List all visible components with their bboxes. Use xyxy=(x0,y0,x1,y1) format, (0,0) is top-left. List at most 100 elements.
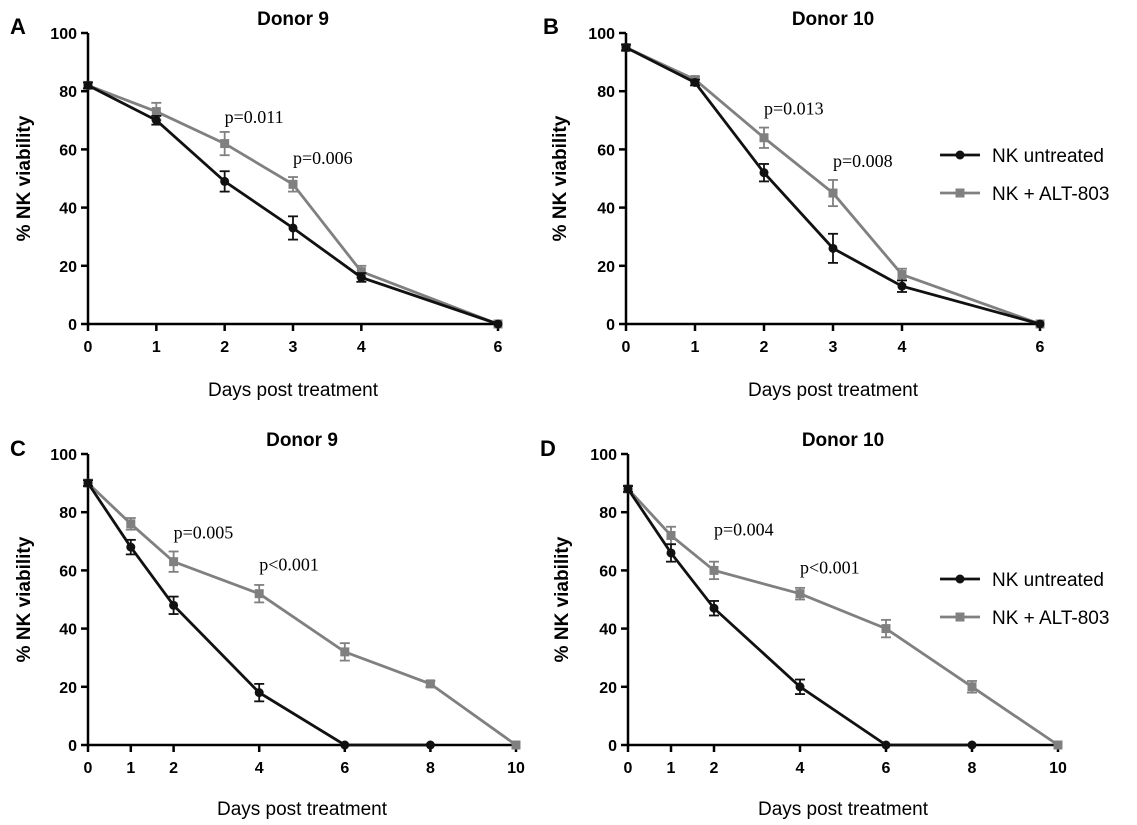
data-point xyxy=(220,139,230,149)
data-point xyxy=(511,740,521,750)
panel-letter: C xyxy=(10,436,26,461)
y-tick-label: 20 xyxy=(597,259,615,276)
data-point xyxy=(1053,740,1063,750)
data-point xyxy=(83,478,93,488)
legend-label: NK + ALT-803 xyxy=(992,608,1109,629)
legend-marker xyxy=(955,188,965,198)
data-point xyxy=(169,600,179,610)
y-tick-label: 80 xyxy=(597,84,615,101)
data-point xyxy=(288,179,298,189)
p-value-annotation: p<0.001 xyxy=(259,554,319,574)
y-tick-label: 100 xyxy=(590,447,617,464)
data-point xyxy=(493,319,503,329)
x-tick-label: 6 xyxy=(340,760,349,777)
data-point xyxy=(340,647,350,657)
data-point xyxy=(356,272,366,282)
y-tick-label: 20 xyxy=(599,680,617,697)
y-tick-label: 0 xyxy=(608,738,617,755)
x-tick-label: 1 xyxy=(667,760,676,777)
x-axis-label: Days post treatment xyxy=(748,380,919,401)
p-value-annotation: p=0.008 xyxy=(833,151,893,171)
series-line-untreated xyxy=(87,84,499,326)
y-tick-label: 100 xyxy=(588,26,615,43)
y-tick-label: 20 xyxy=(59,259,77,276)
x-tick-label: 10 xyxy=(507,760,525,777)
data-point xyxy=(83,80,93,90)
x-tick-label: 1 xyxy=(126,760,135,777)
x-tick-label: 6 xyxy=(1036,339,1045,356)
p-value-annotation: p=0.011 xyxy=(225,107,284,127)
data-point xyxy=(220,176,230,186)
data-point xyxy=(169,557,179,567)
data-point xyxy=(795,682,805,692)
y-axis-label: % NK viability xyxy=(552,536,573,662)
x-tick-label: 4 xyxy=(898,339,907,356)
panel-d: D Donor 10 0 20 40 60 80 100 0 1 2 4 6 8 10 Days post t… xyxy=(540,430,1067,820)
legend-label: NK untreated xyxy=(992,570,1104,591)
legend-label: NK + ALT-803 xyxy=(992,184,1109,205)
y-tick-label: 100 xyxy=(50,447,77,464)
data-point xyxy=(690,77,700,87)
data-point xyxy=(897,270,907,280)
x-tick-label: 0 xyxy=(84,339,93,356)
x-tick-label: 8 xyxy=(968,760,977,777)
legend-label: NK untreated xyxy=(992,146,1104,167)
legend-marker xyxy=(955,612,965,622)
data-point xyxy=(425,740,435,750)
panel-b: B Donor 10 0 20 40 60 80 100 0 1 2 3 4 6 Days post tre… xyxy=(543,9,1045,401)
x-tick-label: 4 xyxy=(255,760,264,777)
data-point xyxy=(356,267,366,277)
y-tick-label: 0 xyxy=(68,317,77,334)
chart-title: Donor 9 xyxy=(266,430,338,451)
y-tick-label: 60 xyxy=(599,563,617,580)
y-tick-label: 80 xyxy=(599,505,617,522)
x-tick-label: 2 xyxy=(710,760,719,777)
x-tick-label: 0 xyxy=(622,339,631,356)
y-tick-label: 80 xyxy=(59,84,77,101)
series-line-untreated xyxy=(625,46,1041,326)
x-tick-label: 10 xyxy=(1049,760,1067,777)
x-tick-label: 3 xyxy=(829,339,838,356)
panel-letter: B xyxy=(543,14,559,39)
legend-marker xyxy=(955,574,965,584)
y-axis-label: % NK viability xyxy=(550,115,571,241)
data-point xyxy=(759,168,769,178)
data-point xyxy=(623,484,633,494)
data-point xyxy=(897,281,907,291)
panel-letter: A xyxy=(10,14,26,39)
data-point xyxy=(425,679,435,689)
y-tick-label: 80 xyxy=(59,505,77,522)
data-point xyxy=(666,530,676,540)
panel-letter: D xyxy=(540,436,556,461)
y-tick-label: 100 xyxy=(50,26,77,43)
legend-marker xyxy=(955,150,965,160)
x-tick-label: 0 xyxy=(624,760,633,777)
y-tick-label: 0 xyxy=(68,738,77,755)
x-tick-label: 1 xyxy=(152,339,161,356)
series-line-untreated xyxy=(86,482,431,747)
x-tick-label: 0 xyxy=(84,760,93,777)
x-tick-label: 2 xyxy=(169,760,178,777)
data-point xyxy=(340,740,350,750)
y-tick-label: 60 xyxy=(597,142,615,159)
x-axis-label: Days post treatment xyxy=(217,799,388,820)
data-point xyxy=(828,188,838,198)
legend: NK untreated NK + ALT-803 xyxy=(940,570,1109,629)
data-point xyxy=(709,603,719,613)
data-point xyxy=(666,548,676,558)
y-tick-label: 60 xyxy=(59,563,77,580)
x-tick-label: 8 xyxy=(426,760,435,777)
x-tick-label: 3 xyxy=(289,339,298,356)
series-line-treated xyxy=(625,46,1041,326)
chart-title: Donor 10 xyxy=(792,9,874,30)
x-tick-label: 6 xyxy=(882,760,891,777)
data-point xyxy=(126,519,136,529)
p-value-annotation: p=0.006 xyxy=(293,148,353,168)
y-tick-label: 0 xyxy=(606,317,615,334)
panel-a: A Donor 9 0 20 40 60 80 100 0 1 2 3 4 6 Days post trea… xyxy=(10,9,503,401)
series-line-untreated xyxy=(626,488,972,747)
series-line-treated xyxy=(87,482,517,747)
x-tick-label: 6 xyxy=(494,339,503,356)
legend: NK untreated NK + ALT-803 xyxy=(940,146,1109,205)
